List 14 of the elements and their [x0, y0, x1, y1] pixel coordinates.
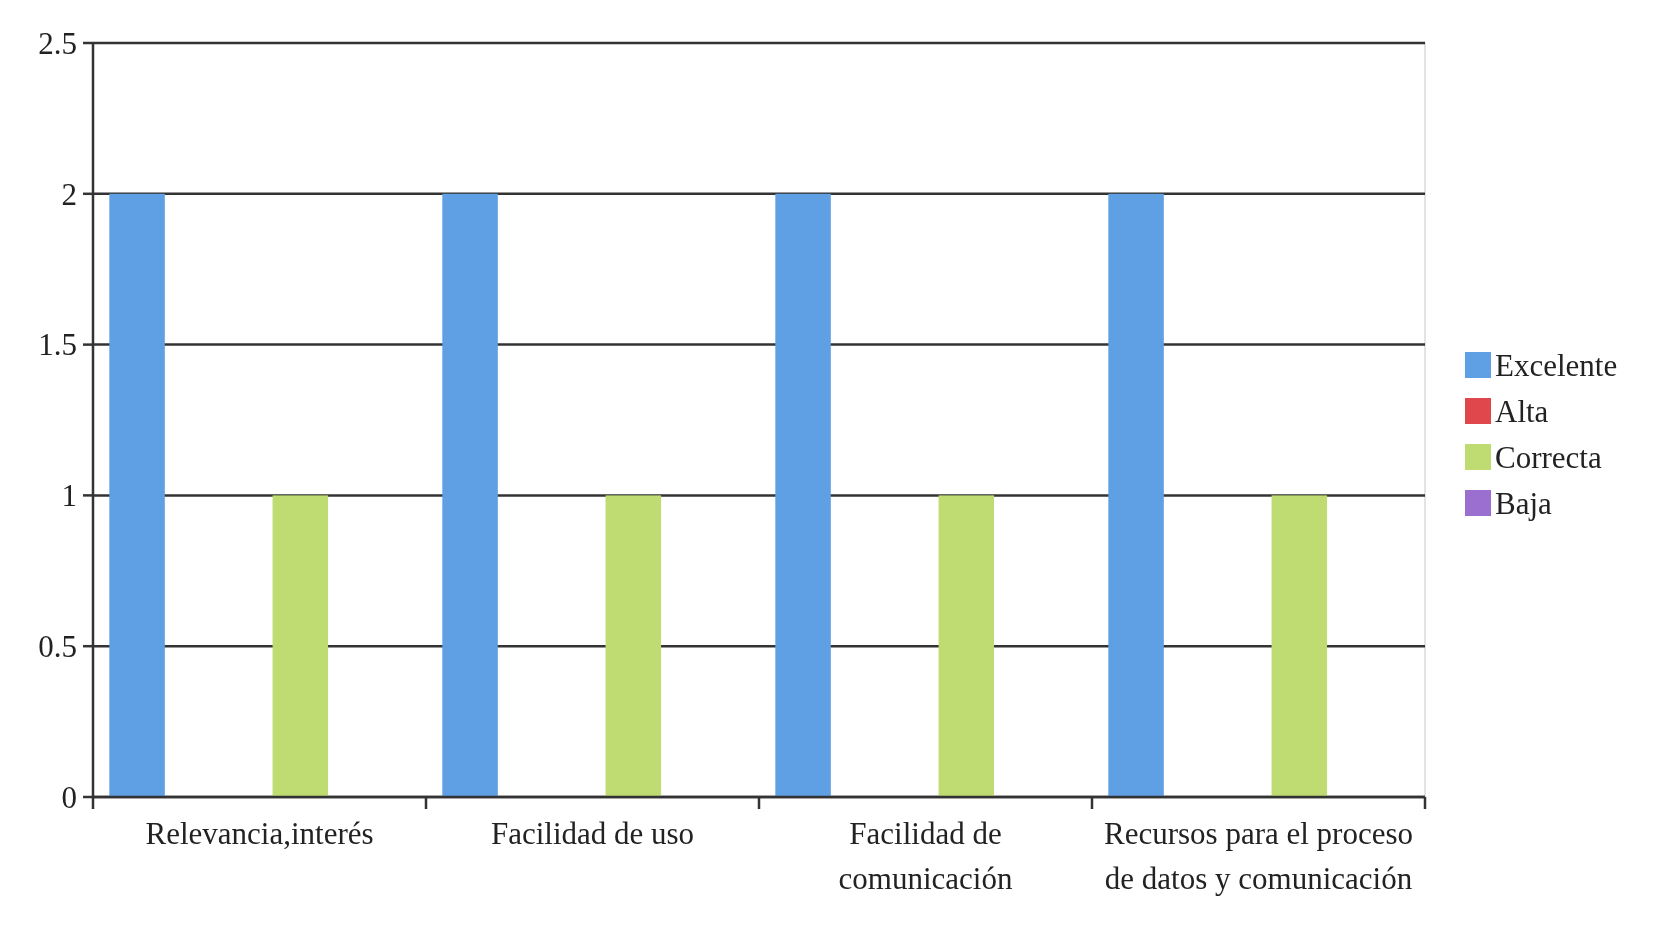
x-tick-label: Recursos para el proceso de datos y comunicación — [1103, 816, 1414, 896]
y-tick-label: 0.5 — [38, 629, 77, 665]
x-tick-label: Relevancia,interés — [145, 816, 374, 851]
y-tick-label: 1.5 — [38, 327, 77, 363]
x-tick-label: Facilidad de comunicación — [838, 816, 1013, 896]
y-tick-label: 0 — [61, 779, 77, 815]
y-tick-label: 2.5 — [38, 25, 77, 61]
x-tick-label: Facilidad de uso — [490, 816, 695, 851]
legend-label: Baja — [1495, 485, 1553, 521]
y-tick-label: 1 — [61, 478, 77, 514]
legend-label: Excelente — [1495, 347, 1618, 383]
legend-label: Correcta — [1495, 439, 1602, 475]
y-tick-label: 2 — [61, 176, 77, 212]
legend-label: Alta — [1495, 393, 1549, 429]
